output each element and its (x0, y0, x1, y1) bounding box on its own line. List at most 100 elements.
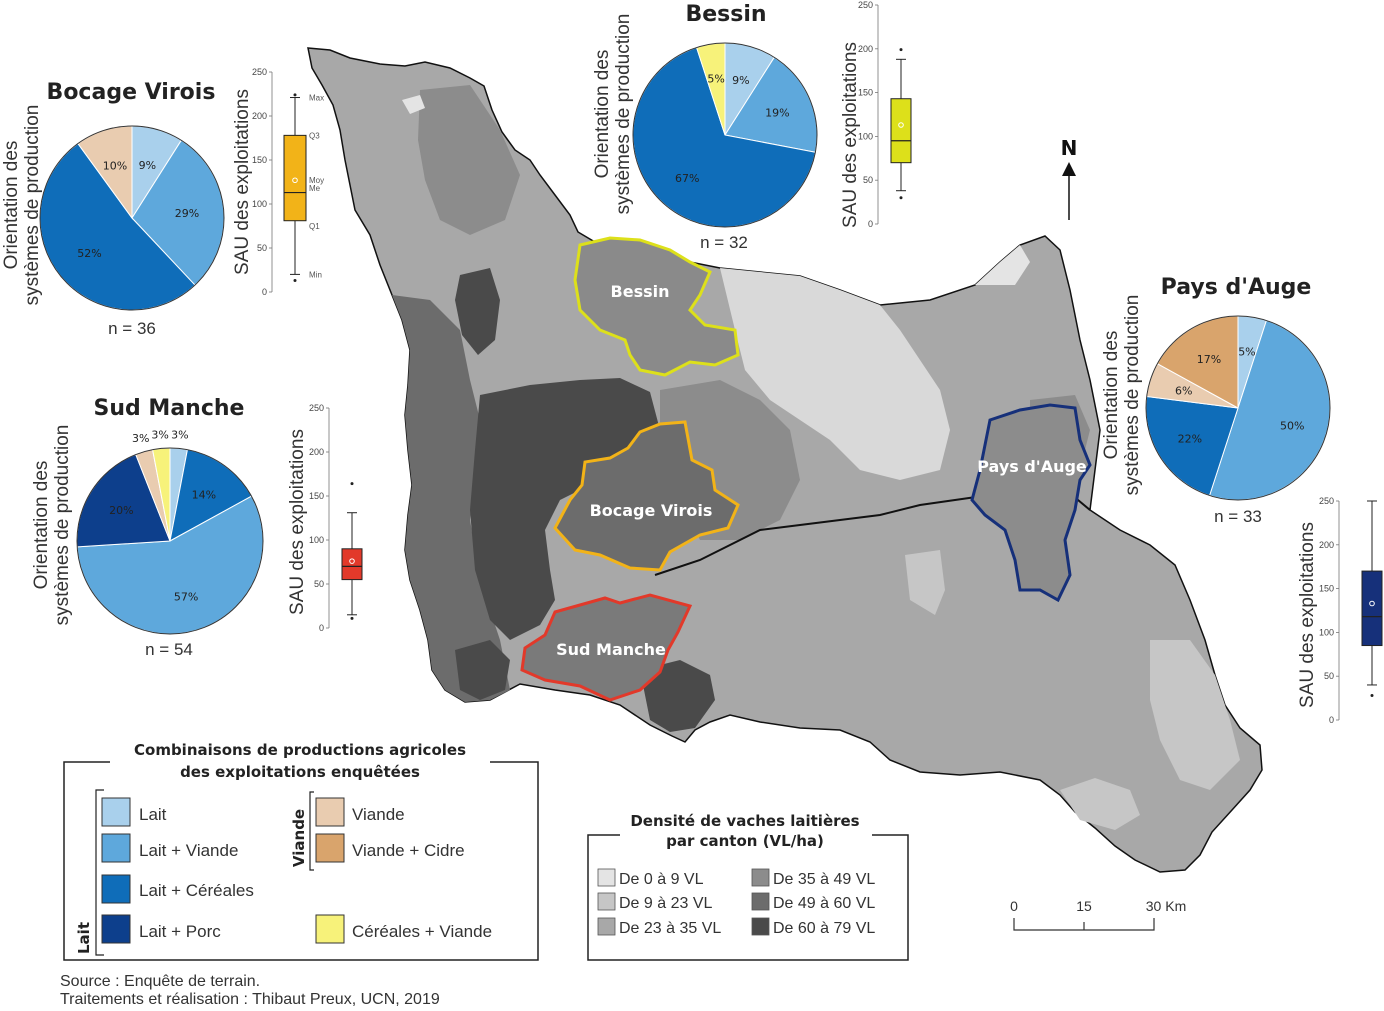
box-tick-sudmanche-3: 150 (309, 491, 324, 501)
map-label-bessin: Bessin (611, 282, 670, 301)
source-line-1: Source : Enquête de terrain. (60, 973, 260, 990)
zone-light-s (1060, 778, 1140, 830)
pie-axis-label-paysdauge-2: systèmes de production (1122, 295, 1143, 496)
n-bocage: n = 36 (108, 319, 156, 338)
box-tick-bessin-5: 250 (858, 0, 873, 10)
pie-axis-label-sudmanche-1: Orientation des (31, 461, 52, 590)
box-axis-label-paysdauge: SAU des exploitations (1297, 522, 1318, 708)
box-stat-label-q3: Q3 (309, 131, 320, 140)
swatch-cereales-viande (315, 914, 345, 944)
box-outlier-sudmanche-0 (350, 616, 354, 620)
box-tick-bocage-5: 250 (252, 67, 267, 77)
pie-label-sudmanche-3: 20% (109, 504, 133, 517)
pie-label-sudmanche-4: 3% (132, 432, 149, 445)
box-mean-bocage (292, 177, 298, 184)
panel-title-bocage: Bocage Virois (47, 80, 216, 105)
panel-paysdauge: Pays d'Auge Orientation des systèmes de … (1101, 275, 1383, 725)
north-arrow: N (1061, 136, 1077, 220)
pie-label-bocage-2: 52% (77, 247, 101, 260)
pie-label-bocage-3: 10% (103, 160, 127, 173)
zone-darkest-sw (455, 640, 510, 700)
pie-label-sudmanche-5: 3% (151, 428, 168, 441)
box-axis-label-sudmanche: SAU des exploitations (287, 429, 308, 615)
box-outlier-bocage-1 (293, 93, 297, 97)
pie-axis-label-bocage-2: systèmes de production (22, 105, 43, 306)
density-label-35-49: De 35 à 49 VL (773, 871, 875, 888)
box-axis-label-bessin: SAU des exploitations (840, 42, 861, 228)
density-swatch-49-60 (751, 892, 770, 911)
boxplot-bessin: 0 50 100 150 200 250 (858, 0, 912, 229)
box-tick-bessin-4: 200 (858, 44, 873, 54)
legend-group-viande: Viande (290, 809, 308, 867)
bocage-outline[interactable] (553, 420, 740, 572)
legend-productions: Combinaisons de productions agricoles de… (63, 741, 539, 961)
density-swatch-0-9 (597, 868, 616, 887)
density-swatch-35-49 (751, 868, 770, 887)
pie-chart-sudmanche: 3%14%57%20%3% 3% (76, 428, 264, 635)
density-swatch-9-23 (597, 892, 616, 911)
density-swatch-60-79 (751, 917, 770, 936)
box-tick-paysdauge-3: 150 (1319, 584, 1334, 594)
zone-darkest-north (455, 268, 500, 355)
density-label-60-79: De 60 à 79 VL (773, 920, 875, 937)
swatch-viande (315, 797, 345, 827)
bessin-outline[interactable] (573, 236, 740, 377)
swatch-viande-cidre (315, 833, 345, 863)
box-axis-label-bocage: SAU des exploitations (232, 89, 253, 275)
zone-light-se (1150, 640, 1240, 790)
swatch-lait-porc (101, 914, 131, 944)
box-tick-bocage-2: 100 (252, 199, 267, 209)
box-tick-paysdauge-5: 250 (1319, 496, 1334, 506)
box-stat-label-q1: Q1 (309, 222, 320, 231)
box-tick-bocage-4: 200 (252, 111, 267, 121)
zone-darkest-center (470, 378, 660, 640)
legend-group-lait: Lait (75, 922, 93, 954)
panel-bocage: Bocage Virois Orientation des systèmes d… (1, 67, 324, 338)
box-iqr-bessin (890, 98, 912, 164)
pie-label-sudmanche-2: 57% (174, 590, 198, 603)
box-tick-bessin-3: 150 (858, 88, 873, 98)
box-stat-label-me: Me (309, 184, 321, 193)
pie-axis-label-sudmanche-2: systèmes de production (52, 425, 73, 626)
legend-dens-title-2: par canton (VL/ha) (666, 832, 824, 850)
box-tick-bocage-1: 50 (257, 243, 267, 253)
pie-outline-paysdauge (1145, 315, 1331, 501)
zone-darkest-south (640, 660, 715, 732)
n-bessin: n = 32 (700, 233, 748, 252)
region-map-labels: Bessin Bocage Virois Sud Manche Pays d'A… (556, 282, 1087, 659)
sudmanche-outline[interactable] (520, 593, 693, 702)
box-tick-bessin-2: 100 (858, 131, 873, 141)
legend-prod-title-2: des exploitations enquêtées (180, 763, 420, 781)
pie-outline-bessin (632, 42, 818, 228)
box-outlier-bocage-0 (293, 279, 297, 283)
panel-title-paysdauge: Pays d'Auge (1161, 275, 1312, 300)
pie-chart-bessin: 9% 19% 67% 5% (632, 42, 818, 228)
pie-label-paysdauge-0: 5% (1238, 346, 1255, 359)
pie-label-bessin-0: 9% (732, 74, 749, 87)
label-lait-cereales: Lait + Céréales (139, 881, 254, 900)
density-label-23-35: De 23 à 35 VL (619, 920, 721, 937)
source-line-2: Traitements et réalisation : Thibaut Pre… (60, 991, 440, 1008)
zone-tip (402, 95, 425, 114)
box-stat-label-max: Max (309, 94, 324, 103)
zone-light-east (720, 268, 950, 480)
box-tick-sudmanche-1: 50 (314, 579, 324, 589)
box-iqr-sudmanche (341, 548, 363, 581)
pie-label-bessin-2: 67% (675, 172, 699, 185)
box-tick-bocage-3: 150 (252, 155, 267, 165)
paysdauge-outline[interactable] (970, 403, 1092, 603)
source-note: Source : Enquête de terrain. Traitements… (60, 973, 440, 1008)
box-tick-bessin-1: 50 (863, 175, 873, 185)
pie-chart-bocage: 9% 29% 52% 10% (39, 125, 225, 311)
pie-axis-label-bocage-1: Orientation des (1, 141, 22, 270)
scale-bar: 0 15 30 Km (1010, 898, 1186, 931)
pie-label-bocage-0: 9% (139, 159, 156, 172)
pie-label-paysdauge-2: 22% (1178, 433, 1202, 446)
label-viande-cidre: Viande + Cidre (352, 841, 465, 860)
pie-label-bessin-1: 19% (765, 106, 789, 119)
box-mean-paysdauge (1369, 600, 1375, 607)
box-stat-label-min: Min (309, 270, 322, 279)
box-tick-paysdauge-2: 100 (1319, 627, 1334, 637)
box-tick-bocage-0: 0 (262, 287, 267, 297)
